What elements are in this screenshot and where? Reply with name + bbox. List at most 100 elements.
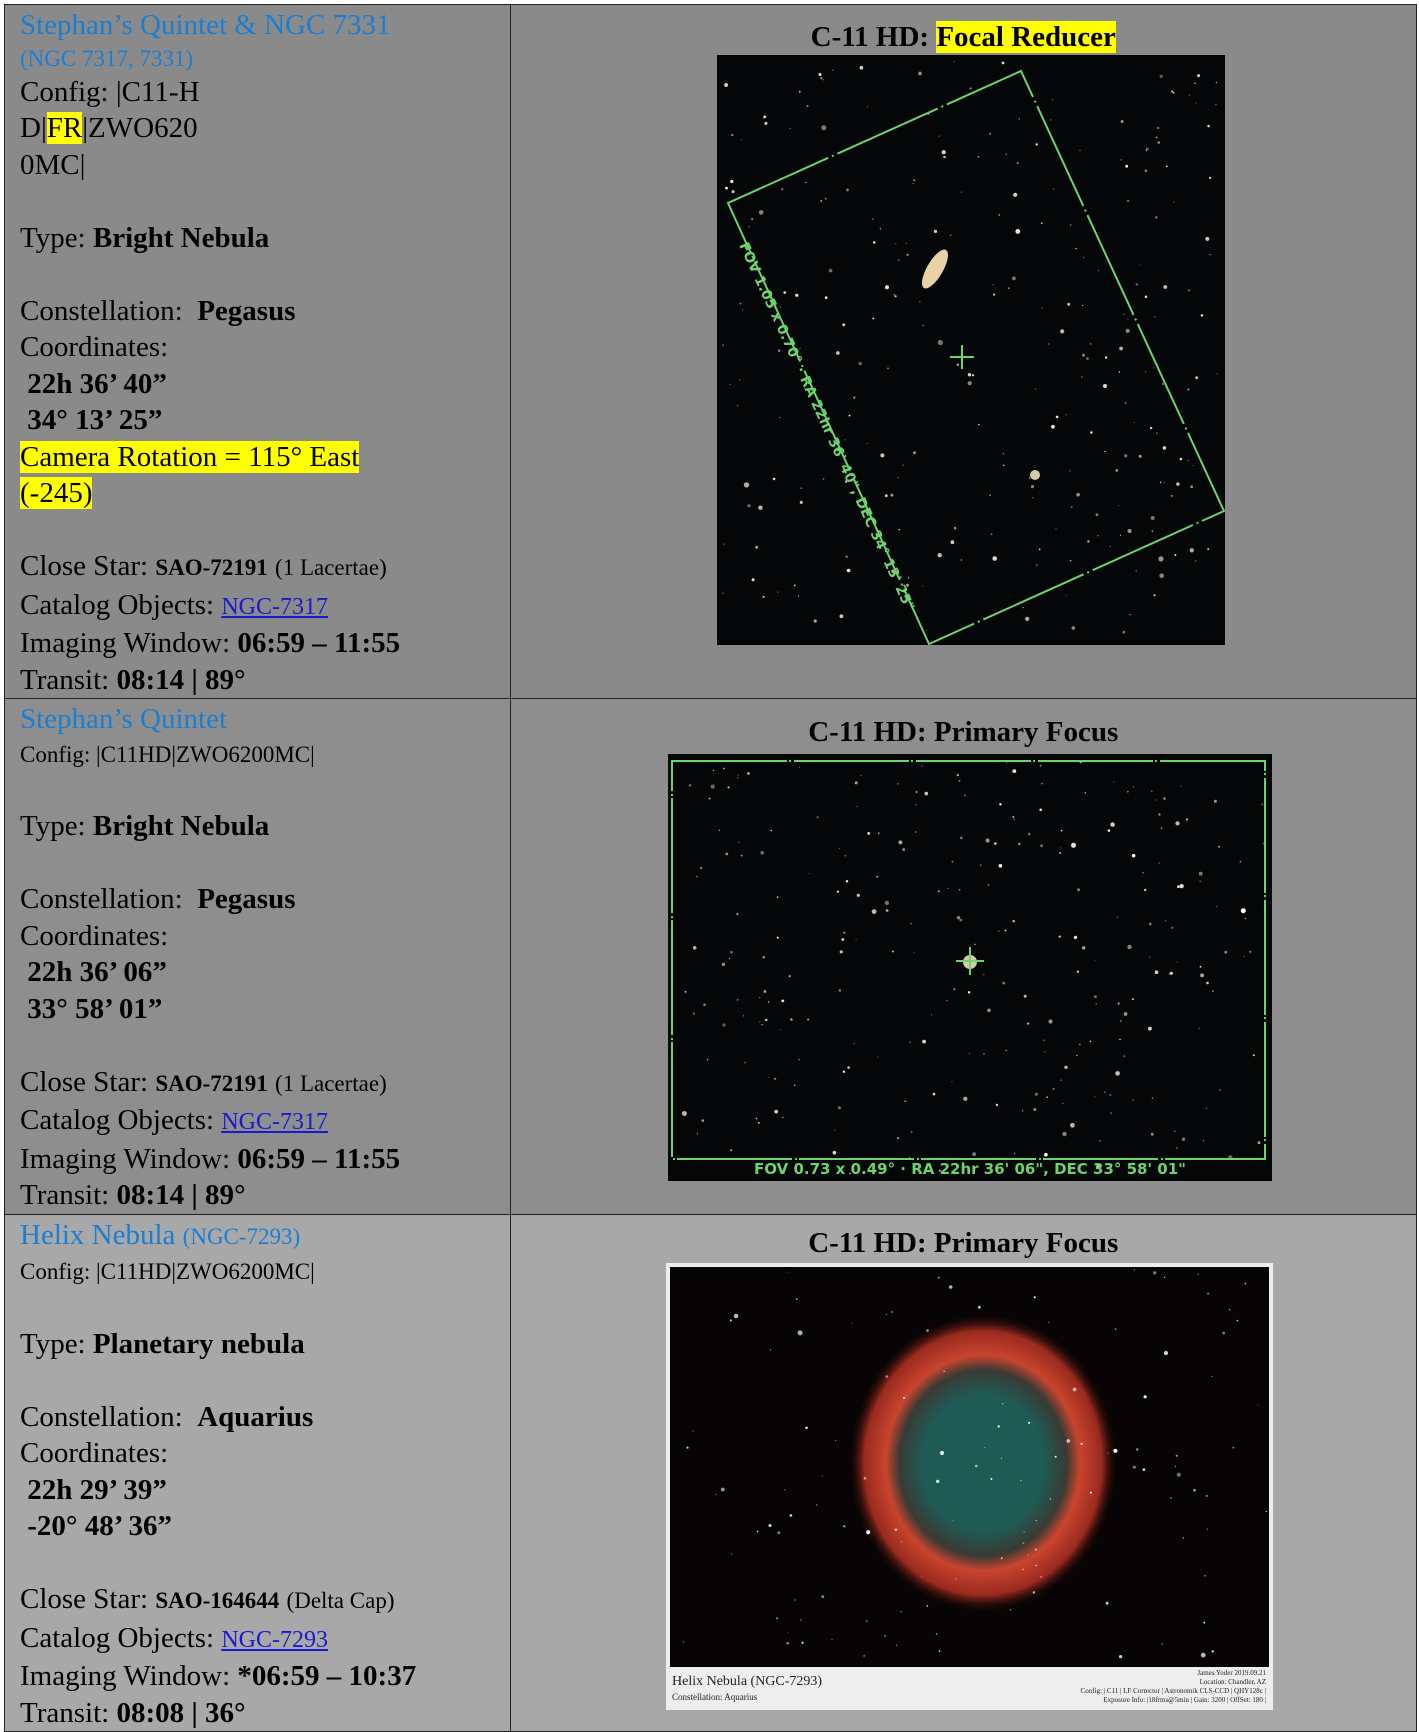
star <box>1216 906 1217 907</box>
star <box>1117 505 1118 506</box>
star <box>1079 150 1081 152</box>
star <box>1079 1044 1080 1045</box>
star <box>696 876 697 877</box>
catalog-link[interactable]: NGC-7317 <box>221 1109 328 1135</box>
star <box>983 1053 984 1054</box>
star <box>1097 535 1098 536</box>
star <box>1142 1468 1145 1471</box>
star <box>821 1595 824 1598</box>
star <box>1065 595 1066 596</box>
star <box>1123 1012 1127 1016</box>
star <box>959 837 962 840</box>
star <box>1055 528 1056 529</box>
star <box>846 189 849 192</box>
star <box>1176 482 1179 485</box>
objects-table: Stephan’s Quintet & NGC 7331 (NGC 7317, … <box>4 4 1417 1732</box>
star <box>742 1015 743 1016</box>
star <box>1048 1321 1049 1322</box>
star <box>1158 813 1160 815</box>
star <box>1151 530 1153 532</box>
star <box>845 880 847 882</box>
star <box>779 417 780 418</box>
star <box>1165 165 1167 167</box>
star <box>879 228 880 229</box>
star <box>1173 92 1175 94</box>
star <box>1002 982 1005 985</box>
star <box>884 1634 886 1636</box>
star <box>1090 431 1092 433</box>
star <box>1163 285 1167 289</box>
star <box>1174 1465 1175 1466</box>
star <box>969 1053 970 1054</box>
star <box>722 1023 725 1026</box>
star <box>1076 971 1078 973</box>
star <box>1245 918 1246 919</box>
star <box>967 991 969 993</box>
catalog-link[interactable]: NGC-7317 <box>221 594 328 620</box>
star <box>755 1118 757 1120</box>
star <box>1071 843 1076 848</box>
star <box>1150 1133 1153 1136</box>
star <box>806 105 808 107</box>
star <box>708 798 710 800</box>
star <box>1163 797 1166 800</box>
star <box>1181 1138 1184 1141</box>
star <box>1222 1331 1225 1334</box>
star <box>1226 1155 1227 1156</box>
star <box>953 988 955 990</box>
star <box>813 619 816 622</box>
star <box>959 919 962 922</box>
star-image: FOV 1.05 x 0.70° · RA 22hr 36' 40", DEC … <box>717 55 1225 645</box>
star <box>1084 792 1085 793</box>
star <box>866 1530 870 1534</box>
star <box>1151 1097 1153 1099</box>
star <box>1058 936 1060 938</box>
star <box>1069 224 1071 226</box>
catalog-link[interactable]: NGC-7293 <box>221 1627 328 1653</box>
star <box>1082 946 1085 949</box>
star <box>1104 451 1105 452</box>
star <box>1209 177 1211 179</box>
star <box>730 1149 732 1151</box>
star <box>1109 546 1110 547</box>
star <box>776 896 778 898</box>
star <box>1072 1387 1076 1391</box>
star <box>1160 828 1161 829</box>
star <box>910 1131 912 1133</box>
star <box>768 1077 769 1078</box>
star <box>707 1059 708 1060</box>
helix-image: Helix Nebula (NGC-7293) Constellation: A… <box>666 1263 1273 1710</box>
transit: 08:08 | 36° <box>116 1697 245 1729</box>
star <box>887 368 889 370</box>
star <box>1179 458 1182 461</box>
star <box>1062 1103 1063 1104</box>
star <box>1071 506 1072 507</box>
star <box>1224 951 1227 954</box>
star <box>953 527 956 530</box>
star <box>751 218 753 220</box>
star <box>885 285 889 289</box>
star <box>1206 1528 1207 1529</box>
star <box>1195 560 1196 561</box>
star <box>1155 137 1157 139</box>
star <box>1103 384 1107 388</box>
label: Catalog Objects: <box>20 1104 214 1136</box>
star <box>915 831 916 832</box>
star <box>762 596 764 598</box>
star <box>1012 816 1014 818</box>
star <box>1113 1448 1117 1452</box>
star <box>1142 872 1144 874</box>
star <box>790 1018 793 1021</box>
star <box>1153 594 1155 596</box>
star <box>839 848 840 849</box>
star <box>1022 1568 1024 1570</box>
star <box>722 344 724 346</box>
star <box>974 944 975 945</box>
star <box>842 1071 844 1073</box>
star <box>951 861 953 863</box>
star <box>902 848 905 851</box>
star <box>1012 769 1016 773</box>
star <box>1051 425 1055 429</box>
star <box>998 214 1000 216</box>
star <box>801 1641 803 1643</box>
